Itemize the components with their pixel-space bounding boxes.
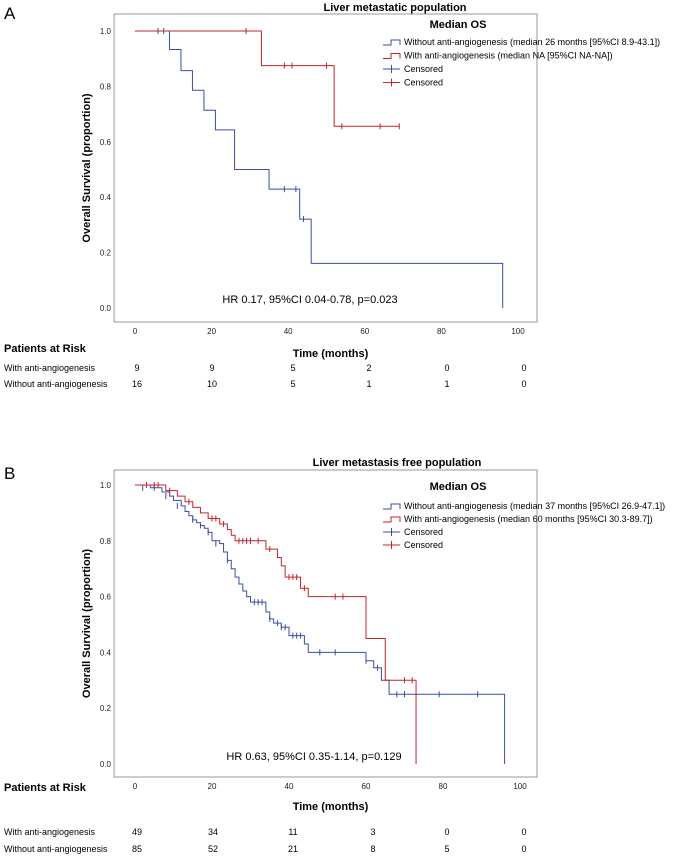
legend-entry: Without anti-angiogenesis (median 37 mon… [404, 501, 665, 511]
legend-swatch [383, 39, 401, 46]
y-tick-label: 0.6 [100, 593, 112, 602]
x-tick-label: 40 [284, 327, 293, 336]
risk-count: 10 [207, 379, 217, 389]
chart-title: Liver metastatic population [323, 2, 466, 14]
km-curve-with [135, 484, 417, 764]
km-curve-without [135, 30, 504, 308]
risk-count: 2 [366, 363, 371, 373]
panel-letter: B [4, 464, 15, 483]
risk-count: 1 [366, 379, 371, 389]
y-tick-label: 0.4 [100, 193, 112, 202]
risk-count: 0 [444, 827, 449, 837]
x-axis-label: Time (months) [293, 801, 369, 813]
y-axis-label: Overall Survival (proportion) [81, 549, 93, 698]
x-tick-label: 60 [362, 782, 371, 791]
km-curve-without [135, 484, 506, 764]
risk-row-label: Without anti-angiogenesis [4, 379, 108, 389]
y-tick-label: 0.0 [100, 304, 112, 313]
risk-count: 3 [370, 827, 375, 837]
y-tick-label: 0.8 [100, 537, 112, 546]
x-tick-label: 0 [133, 327, 138, 336]
y-axis-label: Overall Survival (proportion) [81, 93, 93, 242]
x-tick-label: 60 [360, 327, 369, 336]
legend-title: Median OS [430, 481, 487, 493]
y-tick-label: 0.6 [100, 138, 112, 147]
risk-count: 5 [290, 363, 295, 373]
risk-count: 49 [132, 827, 142, 837]
risk-count: 0 [521, 844, 526, 854]
risk-row-label: Without anti-angiogenesis [4, 844, 108, 854]
y-tick-label: 0.2 [100, 704, 112, 713]
x-tick-label: 40 [285, 782, 294, 791]
x-tick-label: 0 [133, 782, 138, 791]
risk-count: 9 [209, 363, 214, 373]
risk-count: 9 [134, 363, 139, 373]
x-tick-label: 20 [208, 782, 217, 791]
legend-entry: Without anti-angiogenesis (median 26 mon… [404, 37, 660, 47]
hr-annotation: HR 0.17, 95%CI 0.04-0.78, p=0.023 [222, 294, 397, 306]
risk-count: 34 [208, 827, 218, 837]
risk-table-header: Patients at Risk [4, 782, 87, 794]
risk-count: 0 [521, 363, 526, 373]
hr-annotation: HR 0.63, 95%CI 0.35-1.14, p=0.129 [226, 751, 401, 763]
legend-entry: Censored [404, 527, 443, 537]
legend-swatch [383, 53, 401, 59]
risk-count: 0 [444, 363, 449, 373]
risk-row-label: With anti-angiogenesis [4, 827, 96, 837]
y-tick-label: 0.4 [100, 648, 112, 657]
y-tick-label: 1.0 [100, 27, 112, 36]
risk-row-label: With anti-angiogenesis [4, 363, 96, 373]
x-tick-label: 100 [513, 782, 527, 791]
risk-count: 5 [444, 844, 449, 854]
legend-swatch [383, 503, 401, 510]
plot-frame [113, 469, 538, 778]
y-tick-label: 0.2 [100, 249, 112, 258]
x-tick-label: 80 [437, 327, 446, 336]
km-curve-with [135, 30, 400, 127]
risk-count: 8 [370, 844, 375, 854]
y-tick-label: 0.0 [100, 760, 112, 769]
risk-count: 0 [521, 379, 526, 389]
legend-title: Median OS [430, 19, 487, 31]
x-tick-label: 100 [511, 327, 525, 336]
legend-swatch [383, 516, 401, 523]
risk-count: 85 [132, 844, 142, 854]
legend-entry: Censored [404, 78, 443, 88]
y-tick-label: 0.8 [100, 82, 112, 91]
y-tick-label: 1.0 [100, 481, 112, 490]
legend-entry: With anti-angiogenesis (median NA [95%CI… [404, 51, 613, 61]
risk-count: 5 [290, 379, 295, 389]
panel-letter: A [4, 4, 16, 23]
x-axis-label: Time (months) [293, 348, 369, 360]
legend-entry: Censored [404, 540, 443, 550]
risk-count: 16 [132, 379, 142, 389]
risk-table-header: Patients at Risk [4, 343, 87, 355]
risk-count: 21 [288, 844, 298, 854]
x-tick-label: 20 [207, 327, 216, 336]
risk-count: 52 [208, 844, 218, 854]
risk-count: 0 [521, 827, 526, 837]
legend-entry: With anti-angiogenesis (median 60 months… [404, 514, 653, 524]
risk-count: 1 [444, 379, 449, 389]
chart-title: Liver metastasis free population [313, 457, 482, 469]
x-tick-label: 80 [439, 782, 448, 791]
risk-count: 11 [288, 827, 297, 837]
legend-entry: Censored [404, 64, 443, 74]
plot-frame [113, 13, 538, 323]
